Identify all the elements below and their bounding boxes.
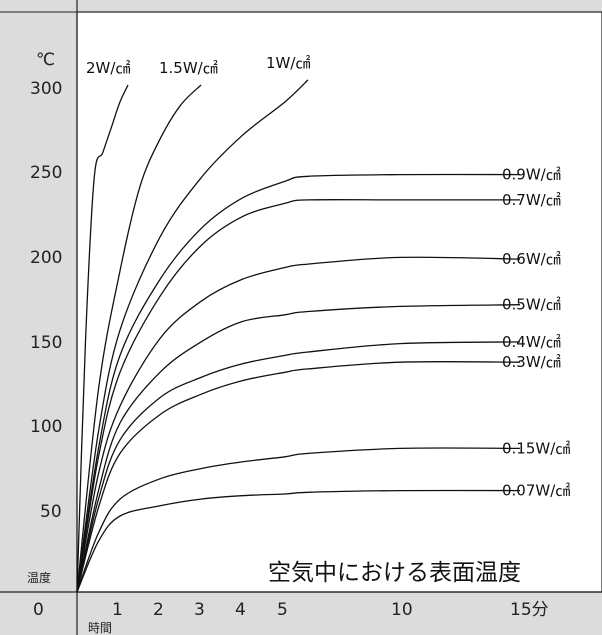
series-label: 0.7W/㎠ xyxy=(502,191,561,209)
series-line xyxy=(76,341,521,593)
series-line xyxy=(76,84,202,593)
series-line xyxy=(76,489,521,593)
series-label: 2W/㎠ xyxy=(86,59,130,77)
series-line xyxy=(76,256,521,593)
y-tick-label: 200 xyxy=(30,248,62,268)
series-label: 0.9W/㎠ xyxy=(502,166,561,184)
y-tick-label: 100 xyxy=(30,417,62,437)
y-tick-label: 0 xyxy=(33,600,44,620)
series-line xyxy=(76,84,129,593)
series-line xyxy=(76,199,520,593)
series-line xyxy=(76,79,309,593)
x-axis-title: 時間 xyxy=(88,621,112,635)
series-label: 0.15W/㎠ xyxy=(502,439,570,457)
series-label: 0.3W/㎠ xyxy=(502,353,561,371)
y-tick-label: 300 xyxy=(30,79,62,99)
x-tick-label: 15分 xyxy=(510,600,549,620)
series-line xyxy=(76,304,521,593)
y-tick-label: 50 xyxy=(40,502,62,522)
x-tick-label: 5 xyxy=(277,600,288,620)
series-label: 1.5W/㎠ xyxy=(159,59,218,77)
series-line xyxy=(76,361,521,593)
y-axis-title: 温度 xyxy=(27,570,51,585)
series-label: 0.4W/㎠ xyxy=(502,333,561,351)
y-tick-label: 250 xyxy=(30,163,62,183)
plot-area xyxy=(76,11,602,593)
x-tick-label: 4 xyxy=(235,600,246,620)
x-tick-label: 3 xyxy=(194,600,205,620)
series-label: 0.6W/㎠ xyxy=(502,250,561,268)
series-label: 0.5W/㎠ xyxy=(502,296,561,314)
series-labels-group: 2W/㎠ 1.5W/㎠ 1W/㎠ 0.9W/㎠ 0.7W/㎠ 0.6W/㎠ 0.5W/㎠ 0.… xyxy=(86,54,570,500)
x-tick-label: 2 xyxy=(153,600,164,620)
chart-title: 空気中における表面温度 xyxy=(268,560,521,586)
y-tick-label: 150 xyxy=(30,333,62,353)
series-line xyxy=(76,173,521,593)
x-tick-label: 1 xyxy=(112,600,123,620)
series-group xyxy=(76,79,521,593)
series-label: 0.07W/㎠ xyxy=(502,482,570,500)
x-tick-label: 10 xyxy=(391,600,413,620)
series-label: 1W/㎠ xyxy=(266,54,310,72)
y-unit-label: ℃ xyxy=(36,50,55,70)
series-line xyxy=(76,447,521,593)
